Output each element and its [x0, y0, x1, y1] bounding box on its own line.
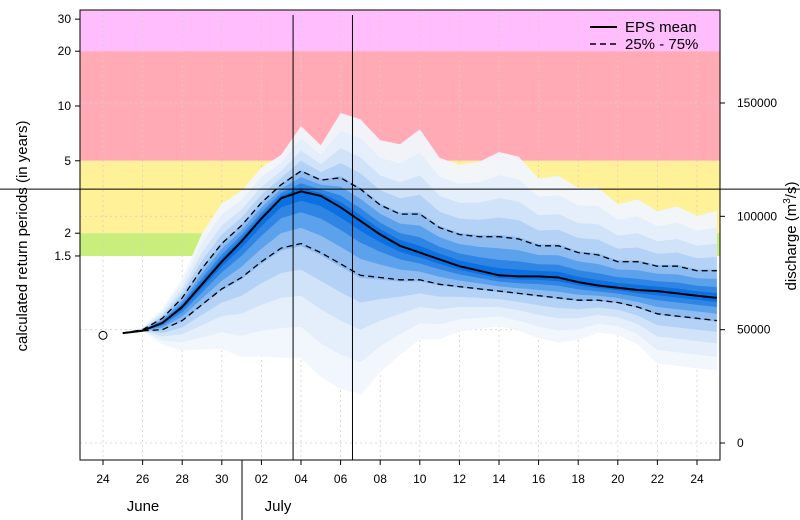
x-tick-label: 24: [96, 472, 110, 486]
right-tick-label: 150000: [737, 96, 777, 110]
month-label-july: July: [265, 498, 292, 515]
right-axis-title: discharge (m3/s): [782, 182, 800, 291]
month-label-june: June: [127, 498, 160, 515]
x-tick-label: 08: [374, 472, 388, 486]
band-severe: [80, 10, 720, 52]
x-tick-label: 16: [532, 472, 546, 486]
x-tick-label: 10: [413, 472, 427, 486]
x-tick-label: 14: [492, 472, 506, 486]
x-tick-label: 04: [294, 472, 308, 486]
right-tick-label: 0: [737, 436, 744, 450]
left-tick-label: 20: [58, 44, 72, 58]
x-tick-label: 30: [215, 472, 229, 486]
x-tick-label: 18: [572, 472, 586, 486]
x-tick-label: 02: [255, 472, 269, 486]
right-tick-label: 50000: [737, 323, 771, 337]
x-tick-label: 24: [690, 472, 704, 486]
legend-label-mean: EPS mean: [625, 19, 697, 36]
left-tick-label: 10: [58, 99, 72, 113]
percentile-75-line: [122, 170, 717, 334]
legend-label-percentile: 25% - 75%: [625, 36, 698, 53]
percentile-25-line: [122, 242, 717, 334]
left-tick-label: 1.5: [54, 249, 71, 263]
x-tick-label: 20: [611, 472, 625, 486]
right-tick-label: 100000: [737, 209, 777, 223]
band-high: [80, 51, 720, 161]
left-tick-label: 5: [64, 154, 71, 168]
observed-point: [98, 330, 108, 340]
plot-frame: [79, 9, 721, 461]
x-tick-label: 28: [176, 472, 190, 486]
x-tick-label: 12: [453, 472, 467, 486]
left-axis-title: calculated return periods (in years): [14, 121, 31, 352]
x-tick-label: 06: [334, 472, 348, 486]
ensemble-band-6: [122, 183, 717, 334]
eps-mean-line: [122, 190, 717, 335]
plot-area: [80, 10, 720, 460]
left-tick-label: 30: [58, 12, 72, 26]
x-tick-label: 22: [651, 472, 665, 486]
x-tick-label: 26: [136, 472, 150, 486]
left-tick-label: 2: [64, 226, 71, 240]
